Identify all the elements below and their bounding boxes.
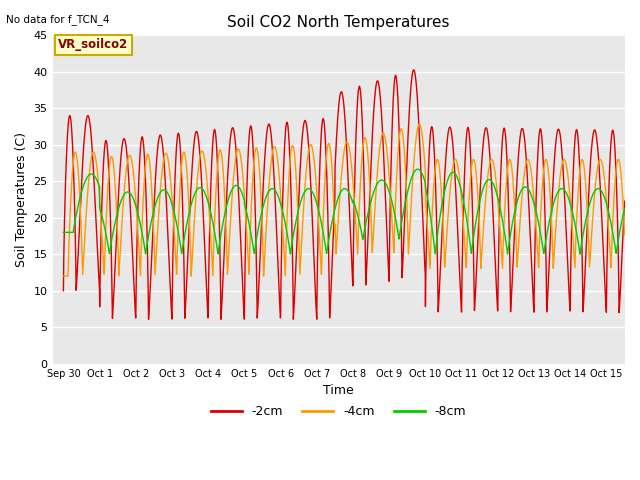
Text: No data for f_TCN_4: No data for f_TCN_4	[6, 14, 110, 25]
Title: Soil CO2 North Temperatures: Soil CO2 North Temperatures	[227, 15, 450, 30]
Text: VR_soilco2: VR_soilco2	[58, 38, 129, 51]
Y-axis label: Soil Temperatures (C): Soil Temperatures (C)	[15, 132, 28, 267]
Legend: -2cm, -4cm, -8cm: -2cm, -4cm, -8cm	[205, 400, 472, 423]
X-axis label: Time: Time	[323, 384, 354, 397]
